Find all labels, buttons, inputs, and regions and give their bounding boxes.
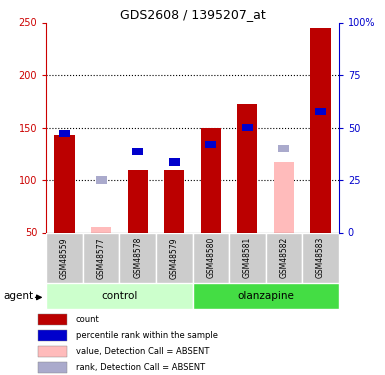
Bar (201, 128, 221, 232)
Bar (169, 159, 180, 166)
Bar (156, 232, 192, 283)
Text: GSM48579: GSM48579 (170, 237, 179, 279)
Bar (83, 232, 119, 283)
Bar (91, 227, 111, 232)
Bar (59, 130, 70, 138)
Bar (46, 232, 83, 283)
Bar (229, 232, 266, 283)
Text: count: count (76, 315, 100, 324)
Text: agent: agent (4, 291, 34, 301)
Bar (132, 148, 143, 155)
Text: olanzapine: olanzapine (237, 291, 294, 301)
Bar (95, 176, 107, 184)
Text: GSM48580: GSM48580 (206, 237, 215, 279)
Text: GSM48581: GSM48581 (243, 237, 252, 278)
Bar (164, 170, 184, 232)
Text: GSM48583: GSM48583 (316, 237, 325, 279)
Bar (278, 145, 290, 152)
Text: control: control (101, 291, 137, 301)
Text: percentile rank within the sample: percentile rank within the sample (76, 331, 218, 340)
Bar (315, 108, 326, 116)
Text: GSM48582: GSM48582 (280, 237, 288, 278)
Bar (274, 162, 294, 232)
Bar (127, 170, 148, 232)
Bar (242, 124, 253, 131)
Bar (38, 362, 67, 373)
Bar (237, 104, 258, 232)
Text: GSM48559: GSM48559 (60, 237, 69, 279)
Bar (192, 232, 229, 283)
Bar (310, 28, 331, 233)
Bar (205, 141, 216, 148)
Bar (46, 283, 192, 309)
Text: GSM48577: GSM48577 (97, 237, 105, 279)
Bar (38, 314, 67, 325)
Bar (302, 232, 339, 283)
Title: GDS2608 / 1395207_at: GDS2608 / 1395207_at (120, 8, 265, 21)
Text: value, Detection Call = ABSENT: value, Detection Call = ABSENT (76, 347, 209, 356)
Bar (38, 346, 67, 357)
Bar (119, 232, 156, 283)
Bar (54, 135, 75, 232)
Text: GSM48578: GSM48578 (133, 237, 142, 279)
Bar (266, 232, 302, 283)
Text: rank, Detection Call = ABSENT: rank, Detection Call = ABSENT (76, 363, 205, 372)
Bar (38, 330, 67, 341)
Bar (192, 283, 339, 309)
